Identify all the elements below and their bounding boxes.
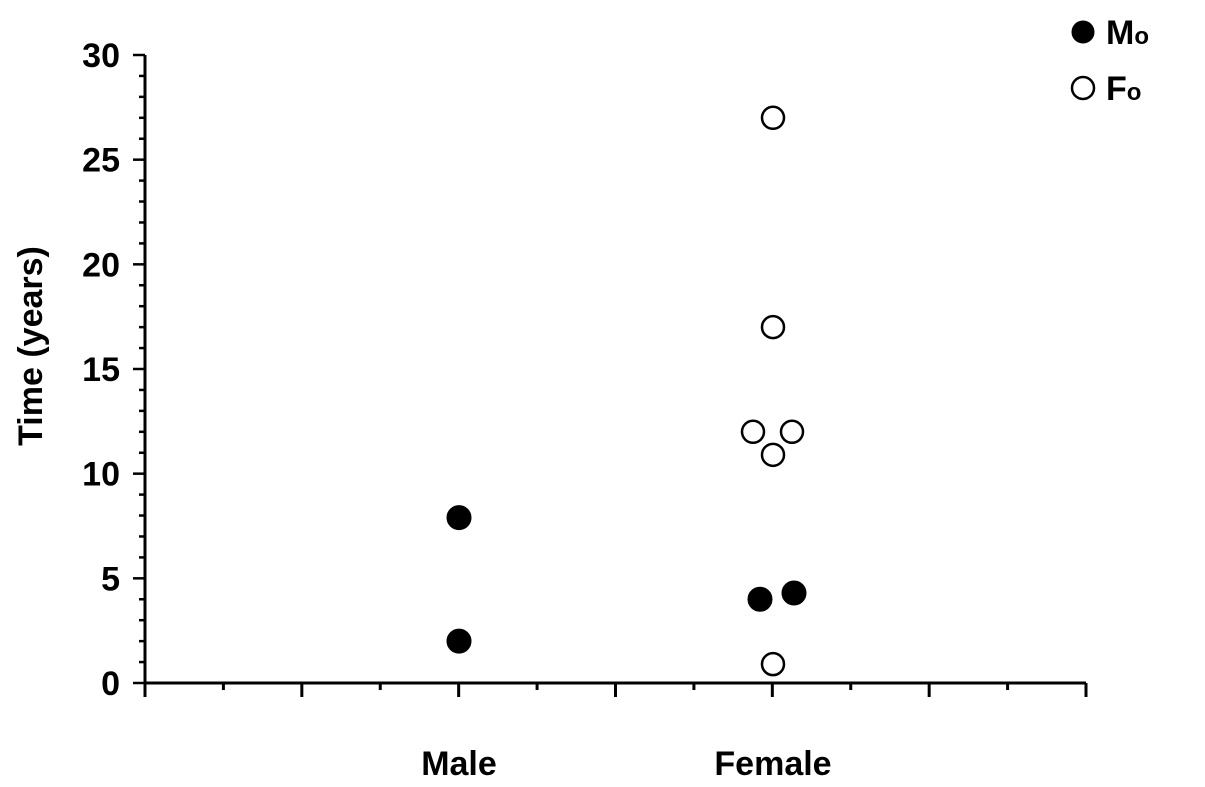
y-ticks: 0 5 10 15 20 25 30: [82, 37, 145, 703]
data-point-fo: [760, 105, 786, 131]
y-tick-label: 15: [82, 351, 120, 389]
y-tick-label: 20: [82, 246, 120, 284]
y-tick-label: 5: [101, 560, 120, 598]
y-axis-title: Time (years): [12, 246, 50, 446]
data-point-mo: [747, 586, 773, 612]
data-point-mo: [446, 628, 472, 654]
data-point-fo: [760, 314, 786, 340]
legend-label: Mo: [1106, 14, 1149, 52]
legend-marker: [1070, 75, 1096, 101]
y-tick-label: 0: [101, 665, 120, 703]
data-point-fo: [760, 442, 786, 468]
y-tick-label: 30: [82, 37, 120, 75]
x-category-label: Female: [714, 745, 831, 783]
data-points: [446, 105, 807, 677]
legend-label: Fo: [1106, 70, 1141, 108]
data-point-fo: [740, 419, 766, 445]
data-point-fo: [760, 651, 786, 677]
x-category-label: Male: [421, 745, 497, 783]
legend-marker: [1071, 20, 1095, 44]
legend: Mo Fo: [1070, 14, 1149, 108]
axes: Male Female: [143, 55, 1088, 783]
data-point-mo: [781, 580, 807, 606]
y-tick-label: 25: [82, 142, 120, 180]
y-tick-label: 10: [82, 456, 120, 494]
data-point-mo: [446, 505, 472, 531]
data-point-fo: [779, 419, 805, 445]
